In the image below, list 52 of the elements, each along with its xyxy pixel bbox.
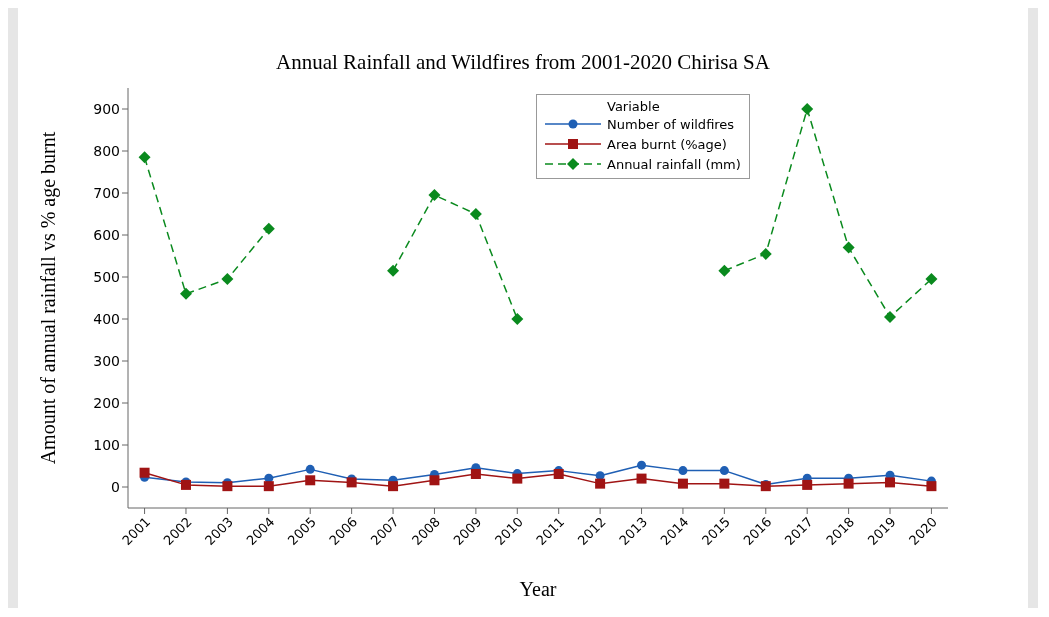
point <box>802 479 813 490</box>
point <box>469 208 482 220</box>
point <box>719 478 730 489</box>
point <box>346 477 357 488</box>
point <box>262 222 275 235</box>
y-tick-label: 700 <box>93 184 120 201</box>
chart-title: Annual Rainfall and Wildfires from 2001-2020 Chirisa SA <box>275 49 771 75</box>
point <box>429 475 440 486</box>
y-tick-label: 500 <box>93 268 120 285</box>
y-tick-label: 400 <box>93 310 120 327</box>
y-tick-label: 800 <box>93 142 120 159</box>
x-axis-title: Year <box>519 578 557 600</box>
y-tick-label: 600 <box>93 226 120 243</box>
point <box>677 478 688 489</box>
point <box>388 481 399 492</box>
point <box>305 475 316 486</box>
point <box>512 473 523 484</box>
point <box>595 478 606 489</box>
point <box>718 264 731 277</box>
y-tick-label: 100 <box>93 436 120 453</box>
point <box>511 313 524 325</box>
point <box>138 151 151 164</box>
point <box>759 247 772 260</box>
point <box>926 481 937 492</box>
point <box>884 310 897 323</box>
point <box>843 478 854 489</box>
point <box>470 468 481 479</box>
point <box>637 460 647 470</box>
point <box>678 466 688 476</box>
legend-label: Number of wildfires <box>607 116 735 132</box>
y-tick-label: 300 <box>93 352 120 369</box>
point <box>263 481 274 492</box>
point <box>221 273 234 286</box>
point <box>179 287 192 300</box>
point <box>428 189 441 202</box>
y-tick-label: 900 <box>93 100 120 117</box>
point <box>387 264 400 277</box>
point <box>139 467 150 478</box>
legend-label: Area burnt (%age) <box>607 136 727 152</box>
y-tick-label: 200 <box>93 394 120 411</box>
point <box>636 473 647 484</box>
point <box>719 466 729 476</box>
y-tick-label: 0 <box>111 478 120 495</box>
point <box>305 464 315 474</box>
legend-title: Variable <box>606 99 661 114</box>
point <box>801 103 814 115</box>
legend-label: Annual rainfall (mm) <box>607 156 741 172</box>
point <box>925 273 938 286</box>
y-axis-title: Amount of annual rainfall vs % age burnt <box>37 131 61 465</box>
point <box>842 241 855 254</box>
point <box>885 477 896 488</box>
point <box>222 481 233 492</box>
